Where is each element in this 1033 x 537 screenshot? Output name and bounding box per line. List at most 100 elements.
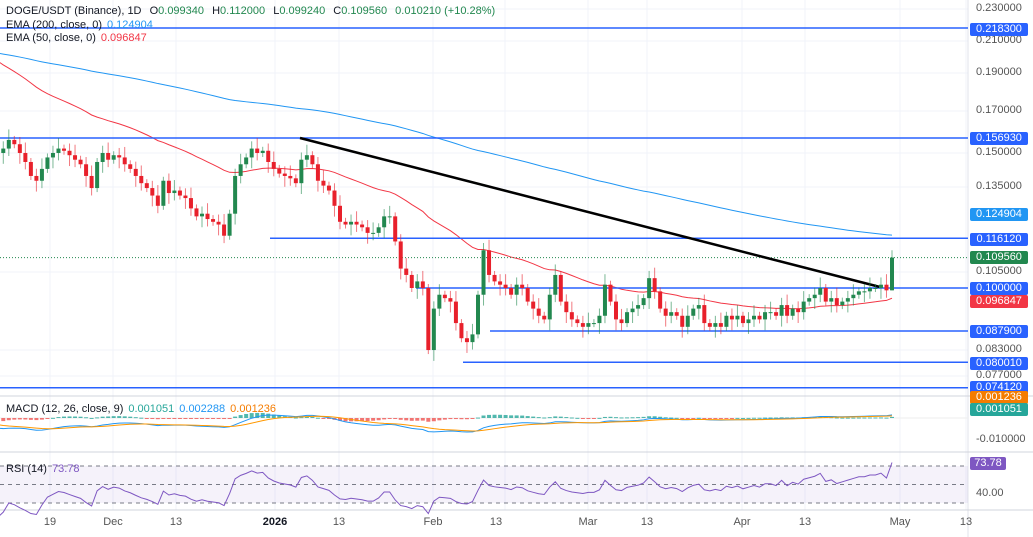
- macd-histogram-bar: [161, 418, 166, 419]
- price-tag: 0.156930: [970, 132, 1028, 145]
- macd-histogram-bar: [6, 418, 11, 421]
- close-value: C0.109560: [333, 5, 388, 17]
- candle-body: [735, 315, 740, 320]
- macd-histogram-bar: [266, 413, 271, 418]
- macd-histogram-bar: [255, 412, 260, 418]
- candle-body: [12, 139, 17, 145]
- candle-body: [818, 288, 823, 295]
- candle-body: [647, 278, 652, 299]
- time-axis-label: Dec: [103, 516, 123, 528]
- macd-histogram-bar: [542, 417, 547, 419]
- candle-body: [459, 323, 464, 339]
- candle-body: [409, 274, 414, 288]
- macd-histogram-bar: [641, 416, 646, 418]
- candle-body: [669, 312, 674, 316]
- macd-histogram-bar: [575, 417, 580, 419]
- candle-body: [591, 323, 596, 325]
- candle-body: [177, 190, 182, 196]
- candle-body: [365, 227, 370, 233]
- macd-histogram-bar: [602, 416, 607, 418]
- macd-histogram-bar: [674, 417, 679, 419]
- candle-body: [448, 298, 453, 302]
- symbol-legend: DOGE/USDT (Binance), 1D O0.099340 H0.112…: [6, 5, 500, 17]
- price-axis-label: 0.077000: [976, 369, 1022, 381]
- candle-body: [757, 315, 762, 320]
- macd-histogram-bar: [702, 418, 707, 419]
- candle-body: [542, 315, 547, 320]
- candle-body: [200, 213, 204, 217]
- candle-body: [56, 148, 61, 153]
- macd-histogram-bar: [625, 417, 630, 419]
- candle-body: [23, 152, 28, 162]
- macd-histogram-bar: [735, 417, 740, 419]
- macd-histogram-bar: [150, 418, 155, 419]
- rsi-legend[interactable]: RSI (14) 73.78: [6, 463, 80, 475]
- candle-body: [531, 301, 536, 309]
- macd-histogram-bar: [558, 416, 563, 418]
- candle-body: [282, 173, 287, 176]
- candle-body: [834, 298, 839, 306]
- candle-body: [437, 294, 442, 309]
- candle-body: [415, 281, 420, 288]
- candle-body: [393, 216, 398, 242]
- ema50-legend[interactable]: EMA (50, close, 0) 0.096847: [6, 32, 147, 44]
- candle-body: [630, 308, 635, 313]
- macd-histogram-bar: [50, 417, 55, 419]
- candle-body: [205, 213, 210, 220]
- price-tag: 0.087900: [970, 325, 1028, 338]
- macd-histogram-bar: [106, 416, 111, 418]
- candle-body: [293, 178, 298, 184]
- macd-histogram-bar: [525, 416, 530, 418]
- candle-body: [481, 250, 486, 295]
- macd-histogram-bar: [492, 414, 497, 418]
- candle-body: [812, 294, 817, 299]
- macd-histogram-bar: [28, 418, 33, 420]
- macd-histogram-bar: [862, 417, 867, 419]
- candle-body: [50, 152, 55, 158]
- macd-histogram-bar: [244, 413, 249, 418]
- candle-body: [729, 315, 734, 320]
- candle-body: [586, 323, 591, 327]
- candle-body: [514, 284, 519, 295]
- macd-histogram-bar: [647, 416, 652, 418]
- candle-body: [580, 323, 585, 327]
- macd-histogram-bar: [409, 418, 414, 421]
- candle-body: [183, 195, 188, 199]
- candle-body: [128, 164, 133, 169]
- candle-body: [222, 224, 227, 236]
- candle-body: [260, 150, 265, 153]
- candle-body: [608, 284, 613, 302]
- candle-body: [420, 281, 425, 288]
- macd-legend[interactable]: MACD (12, 26, close, 9) 0.001051 0.002288 0…: [6, 403, 277, 415]
- time-axis-label: 13: [332, 516, 346, 528]
- macd-histogram-bar: [415, 418, 420, 421]
- ema200-legend[interactable]: EMA (200, close, 0) 0.124904: [6, 19, 153, 31]
- macd-histogram-bar: [481, 415, 486, 418]
- macd-histogram-bar: [426, 418, 431, 422]
- candle-body: [382, 216, 387, 228]
- time-axis-label: May: [889, 516, 911, 528]
- macd-histogram-bar: [39, 418, 44, 420]
- macd-histogram-bar: [520, 415, 525, 418]
- candle-body: [752, 315, 756, 320]
- macd-histogram-bar: [597, 417, 602, 419]
- macd-histogram-bar: [768, 417, 773, 419]
- candle-body: [856, 291, 861, 295]
- macd-histogram-bar: [34, 418, 39, 421]
- candle-body: [442, 294, 447, 299]
- macd-histogram-bar: [591, 418, 596, 419]
- candle-body: [255, 148, 260, 153]
- price-axis-label: 0.150000: [976, 146, 1022, 158]
- time-axis-label: 19: [43, 516, 57, 528]
- candle-body: [487, 250, 492, 275]
- candle-body: [100, 152, 105, 162]
- candle-body: [172, 190, 177, 194]
- candle-body: [404, 268, 409, 275]
- macd-histogram-bar: [503, 414, 508, 418]
- price-tag: 73.78: [970, 457, 1006, 470]
- candle-body: [78, 159, 83, 165]
- candle-body: [619, 319, 624, 324]
- macd-histogram-bar: [580, 418, 585, 419]
